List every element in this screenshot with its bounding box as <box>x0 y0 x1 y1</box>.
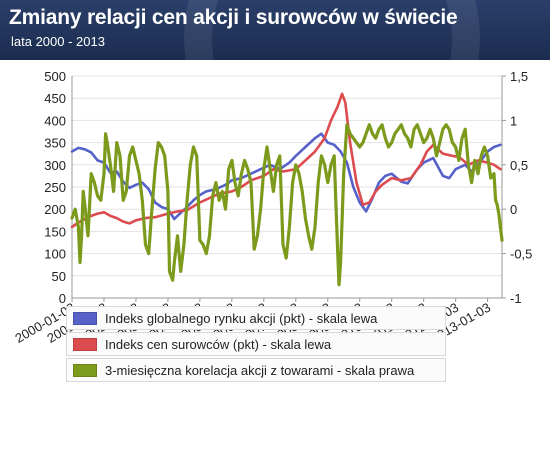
header-decoration <box>184 0 480 60</box>
chart-header: Zmiany relacji cen akcji i surowców w św… <box>0 0 550 60</box>
y-left-tick-label: 350 <box>44 136 66 151</box>
legend-item: 3-miesięczna korelacja akcji z towarami … <box>66 358 446 382</box>
y-left-tick-label: 400 <box>44 113 66 128</box>
legend-swatch <box>73 364 97 377</box>
y-left-tick-label: 0 <box>59 291 66 306</box>
legend-swatch <box>73 338 97 351</box>
legend-label: Indeks globalnego rynku akcji (pkt) - sk… <box>105 311 378 326</box>
y-right-tick-label: 1,5 <box>510 69 528 84</box>
y-left-tick-label: 200 <box>44 202 66 217</box>
legend-item: Indeks cen surowców (pkt) - skala lewa <box>66 332 446 356</box>
legend-label: Indeks cen surowców (pkt) - skala lewa <box>105 337 332 352</box>
legend-label: 3-miesięczna korelacja akcji z towarami … <box>105 363 415 378</box>
y-left-tick-label: 500 <box>44 69 66 84</box>
legend-swatch <box>73 312 97 325</box>
series-line-1 <box>70 132 502 221</box>
series-line-2 <box>70 92 502 229</box>
y-left-tick-label: 100 <box>44 247 66 262</box>
y-right-tick-label: -1 <box>510 291 522 306</box>
y-right-tick-label: 1 <box>510 113 517 128</box>
chart-svg: 0 50 100 150 200 250 300 350 400 450 500 -1 -0,5 0 0,5… <box>12 69 532 346</box>
legend-item: Indeks globalnego rynku akcji (pkt) - sk… <box>66 306 446 330</box>
y-right-tick-label: 0 <box>510 202 517 217</box>
y-left-tick-label: 150 <box>44 224 66 239</box>
series-line-3 <box>70 123 504 287</box>
chart-title: Zmiany relacji cen akcji i surowców w św… <box>9 6 458 29</box>
y-right-tick-label: -0,5 <box>510 247 532 262</box>
chart-subtitle: lata 2000 - 2013 <box>11 34 105 49</box>
y-left-tick-label: 300 <box>44 158 66 173</box>
y-left-tick-label: 50 <box>52 269 66 284</box>
y-right-tick-label: 0,5 <box>510 158 528 173</box>
y-left-tick-label: 450 <box>44 91 66 106</box>
plot-area: 0 50 100 150 200 250 300 350 400 450 500 -1 -0,5 0 0,5… <box>0 60 550 456</box>
y-left-tick-label: 250 <box>44 180 66 195</box>
